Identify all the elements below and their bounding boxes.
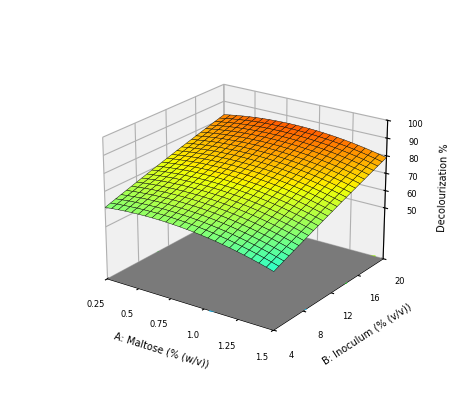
Y-axis label: B: Inoculum (% (v/v)): B: Inoculum (% (v/v)): [321, 301, 413, 366]
X-axis label: A: Maltose (% (w/v)): A: Maltose (% (w/v)): [113, 330, 210, 369]
